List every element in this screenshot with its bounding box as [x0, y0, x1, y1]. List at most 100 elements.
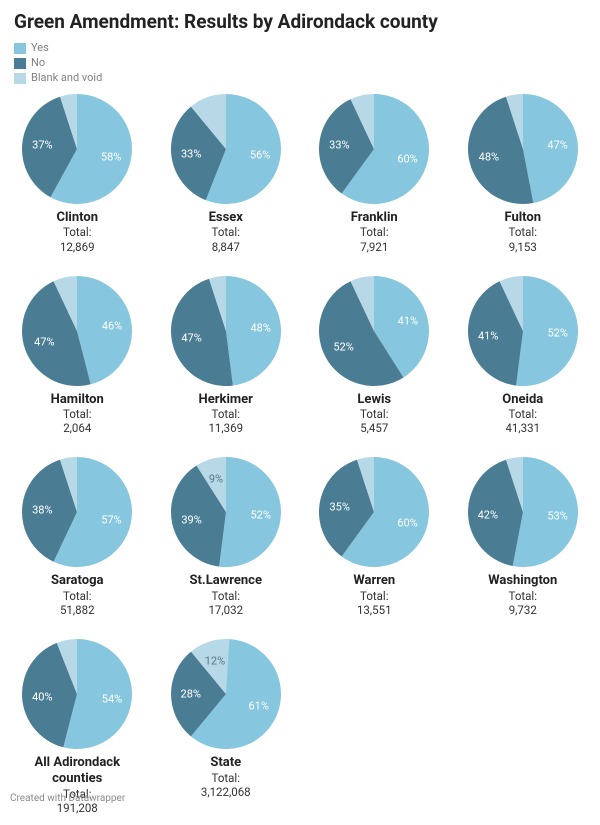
total-value: 11,369: [163, 421, 290, 435]
pie-svg: [171, 276, 281, 386]
county-name: Fulton: [460, 210, 587, 226]
total-label: Total:: [311, 589, 438, 603]
total-value: 7,921: [311, 240, 438, 254]
pie-cell: 60%35% WarrenTotal:13,551: [311, 457, 438, 617]
total-label: Total:: [460, 589, 587, 603]
pie-svg: [22, 94, 132, 204]
pie-svg: [22, 276, 132, 386]
pie-cell: 52%39%9% St.LawrenceTotal:17,032: [163, 457, 290, 617]
pie-slice-yes: [226, 276, 281, 386]
total-label: Total:: [460, 407, 587, 421]
pie-svg: [171, 457, 281, 567]
total-value: 41,331: [460, 421, 587, 435]
pie-chart: 60%33%: [319, 94, 429, 204]
legend: YesNoBlank and void: [14, 41, 586, 86]
county-name: Saratoga: [14, 573, 141, 589]
pie-chart: 46%47%: [22, 276, 132, 386]
total-value: 8,847: [163, 240, 290, 254]
county-name: Oneida: [460, 392, 587, 408]
pie-chart: 58%37%: [22, 94, 132, 204]
pie-cell: 54%40%All Adirondack countiesTotal:191,2…: [14, 639, 141, 815]
total-label: Total:: [460, 225, 587, 239]
pie-chart: 47%48%: [468, 94, 578, 204]
county-name: St.Lawrence: [163, 573, 290, 589]
legend-item: Blank and void: [14, 71, 586, 86]
pie-cell: 58%37% ClintonTotal:12,869: [14, 94, 141, 254]
legend-label: Blank and void: [31, 71, 102, 86]
pie-cell: 57%38% SaratogaTotal:51,882: [14, 457, 141, 617]
pie-svg: [22, 457, 132, 567]
total-label: Total:: [311, 407, 438, 421]
county-name: Lewis: [311, 392, 438, 408]
total-value: 3,122,068: [163, 785, 290, 799]
legend-item: No: [14, 56, 586, 71]
pie-grid: 58%37%ClintonTotal:12,86956%33%EssexTota…: [14, 94, 586, 815]
total-label: Total:: [14, 589, 141, 603]
legend-swatch: [14, 43, 26, 54]
total-value: 12,869: [14, 240, 141, 254]
total-value: 13,551: [311, 603, 438, 617]
pie-chart: 60%35%: [319, 457, 429, 567]
legend-item: Yes: [14, 41, 586, 56]
pie-chart: 53%42%: [468, 457, 578, 567]
pie-svg: [171, 94, 281, 204]
pie-cell: 60%33% FranklinTotal:7,921: [311, 94, 438, 254]
total-value: 9,732: [460, 603, 587, 617]
pie-svg: [171, 639, 281, 749]
legend-label: No: [31, 56, 45, 71]
total-label: Total:: [163, 771, 290, 785]
pie-cell: 53%42% WashingtonTotal:9,732: [460, 457, 587, 617]
pie-chart: 56%33%: [171, 94, 281, 204]
total-value: 2,064: [14, 421, 141, 435]
pie-chart: 54%40%: [22, 639, 132, 749]
pie-svg: [468, 457, 578, 567]
total-label: Total:: [14, 407, 141, 421]
pie-chart: 48%47%: [171, 276, 281, 386]
pie-cell: 61%28%12% StateTotal:3,122,068: [163, 639, 290, 815]
county-name: Franklin: [311, 210, 438, 226]
pie-cell: 46%47% HamiltonTotal:2,064: [14, 276, 141, 436]
page-title: Green Amendment: Results by Adirondack c…: [14, 10, 586, 33]
pie-slice-yes: [219, 457, 281, 567]
pie-cell: 48%47% HerkimerTotal:11,369: [163, 276, 290, 436]
county-name: Washington: [460, 573, 587, 589]
total-value: 51,882: [14, 603, 141, 617]
total-value: 17,032: [163, 603, 290, 617]
pie-slice-yes: [516, 276, 578, 386]
attribution: Created with Datawrapper: [10, 793, 125, 804]
county-name: Hamilton: [14, 392, 141, 408]
pie-svg: [468, 276, 578, 386]
total-value: 9,153: [460, 240, 587, 254]
pie-chart: 52%39%9%: [171, 457, 281, 567]
pie-slice-yes: [523, 94, 578, 203]
pie-chart: 61%28%12%: [171, 639, 281, 749]
pie-cell: 52%41% OneidaTotal:41,331: [460, 276, 587, 436]
pie-svg: [319, 457, 429, 567]
pie-cell: 41%52% LewisTotal:5,457: [311, 276, 438, 436]
pie-svg: [319, 276, 429, 386]
legend-swatch: [14, 58, 26, 69]
legend-swatch: [14, 73, 26, 84]
legend-label: Yes: [31, 41, 49, 56]
total-label: Total:: [14, 225, 141, 239]
county-name: Clinton: [14, 210, 141, 226]
county-name: All Adirondack counties: [14, 755, 141, 786]
pie-cell: 47%48% FultonTotal:9,153: [460, 94, 587, 254]
total-value: 5,457: [311, 421, 438, 435]
pie-chart: 41%52%: [319, 276, 429, 386]
total-label: Total:: [163, 225, 290, 239]
county-name: Herkimer: [163, 392, 290, 408]
pie-cell: 56%33% EssexTotal:8,847: [163, 94, 290, 254]
total-label: Total:: [163, 407, 290, 421]
pie-svg: [22, 639, 132, 749]
county-name: State: [163, 755, 290, 771]
county-name: Essex: [163, 210, 290, 226]
chart-container: Green Amendment: Results by Adirondack c…: [0, 0, 600, 825]
pie-svg: [319, 94, 429, 204]
county-name: Warren: [311, 573, 438, 589]
total-label: Total:: [311, 225, 438, 239]
pie-chart: 57%38%: [22, 457, 132, 567]
pie-svg: [468, 94, 578, 204]
total-label: Total:: [163, 589, 290, 603]
pie-chart: 52%41%: [468, 276, 578, 386]
